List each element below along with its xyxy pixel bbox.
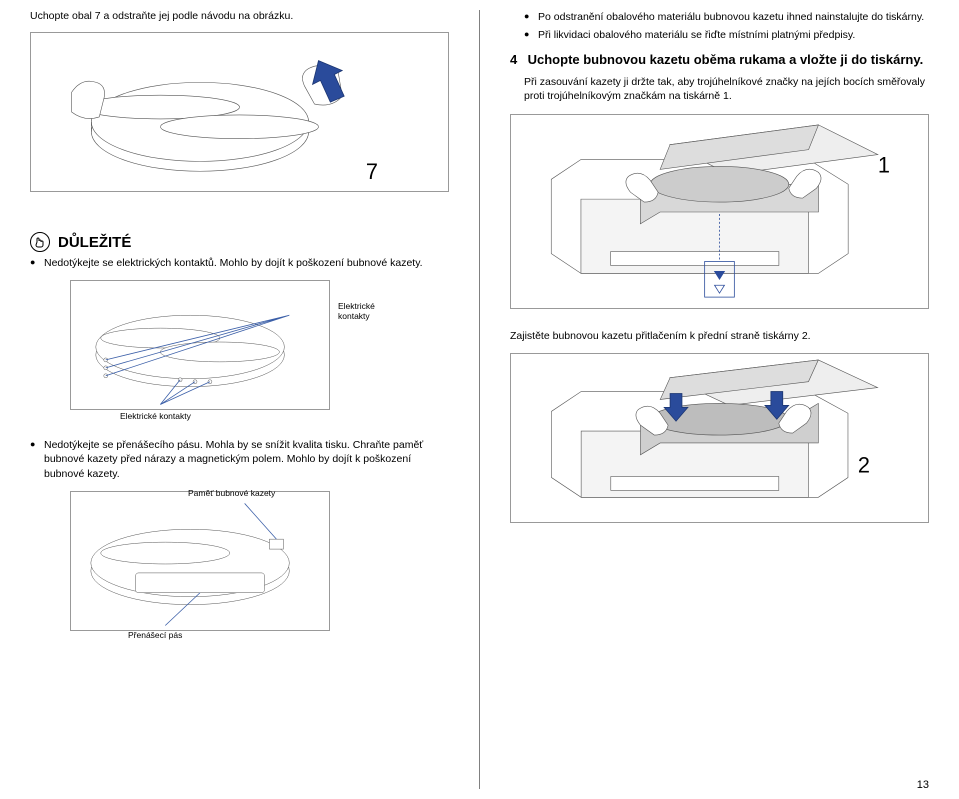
step-4-number: 4 [510,52,524,69]
page-number: 13 [917,779,929,791]
figure-contacts [70,280,330,410]
important-bullet-list: Nedotýkejte se elektrických kontaktů. Mo… [30,256,449,270]
step-4-heading: 4 Uchopte bubnovou kazetu oběma rukama a… [510,52,929,69]
figure-printer-insert: 1 1 [510,114,929,309]
left-bullet-2: Nedotýkejte se přenášecího pásu. Mohla b… [30,438,449,481]
step-4-body: Při zasouvání kazety ji držte tak, aby t… [510,75,929,103]
right-bullet-list-1: Po odstranění obalového materiálu bubnov… [510,10,929,42]
caption-contacts-side: Elektrickékontakty [338,302,388,321]
caption-memory: Paměť bubnové kazety [188,489,275,498]
important-icon [30,232,50,252]
left-column: Uchopte obal 7 a odstraňte jej podle náv… [0,0,479,799]
caption-belt: Přenášecí pás [128,631,182,640]
caption-contacts-bottom: Elektrické kontakty [120,412,191,421]
intro-text: Uchopte obal 7 a odstraňte jej podle náv… [30,10,449,22]
svg-text:2: 2 [858,452,870,477]
figure-remove-cover: 7 7 [30,32,449,192]
right-column: Po odstranění obalového materiálu bubnov… [480,0,959,799]
important-bullet: Nedotýkejte se elektrických kontaktů. Mo… [30,256,449,270]
important-title: DŮLEŽITÉ [58,234,131,251]
svg-text:1: 1 [878,152,890,177]
figure-memory-belt [70,491,330,631]
step-4-title: Uchopte bubnovou kazetu oběma rukama a v… [528,52,924,67]
figure-printer-press: 2 2 [510,353,929,523]
left-bullet-list-2: Nedotýkejte se přenášecího pásu. Mohla b… [30,438,449,481]
fig1-num-svg: 7 [366,159,378,184]
right-bullet-1b: Při likvidaci obalového materiálu se řiď… [524,28,929,42]
important-heading-row: DŮLEŽITÉ [30,232,449,252]
right-body-2: Zajistěte bubnovou kazetu přitlačením k … [510,329,929,343]
right-bullet-1a: Po odstranění obalového materiálu bubnov… [524,10,929,24]
